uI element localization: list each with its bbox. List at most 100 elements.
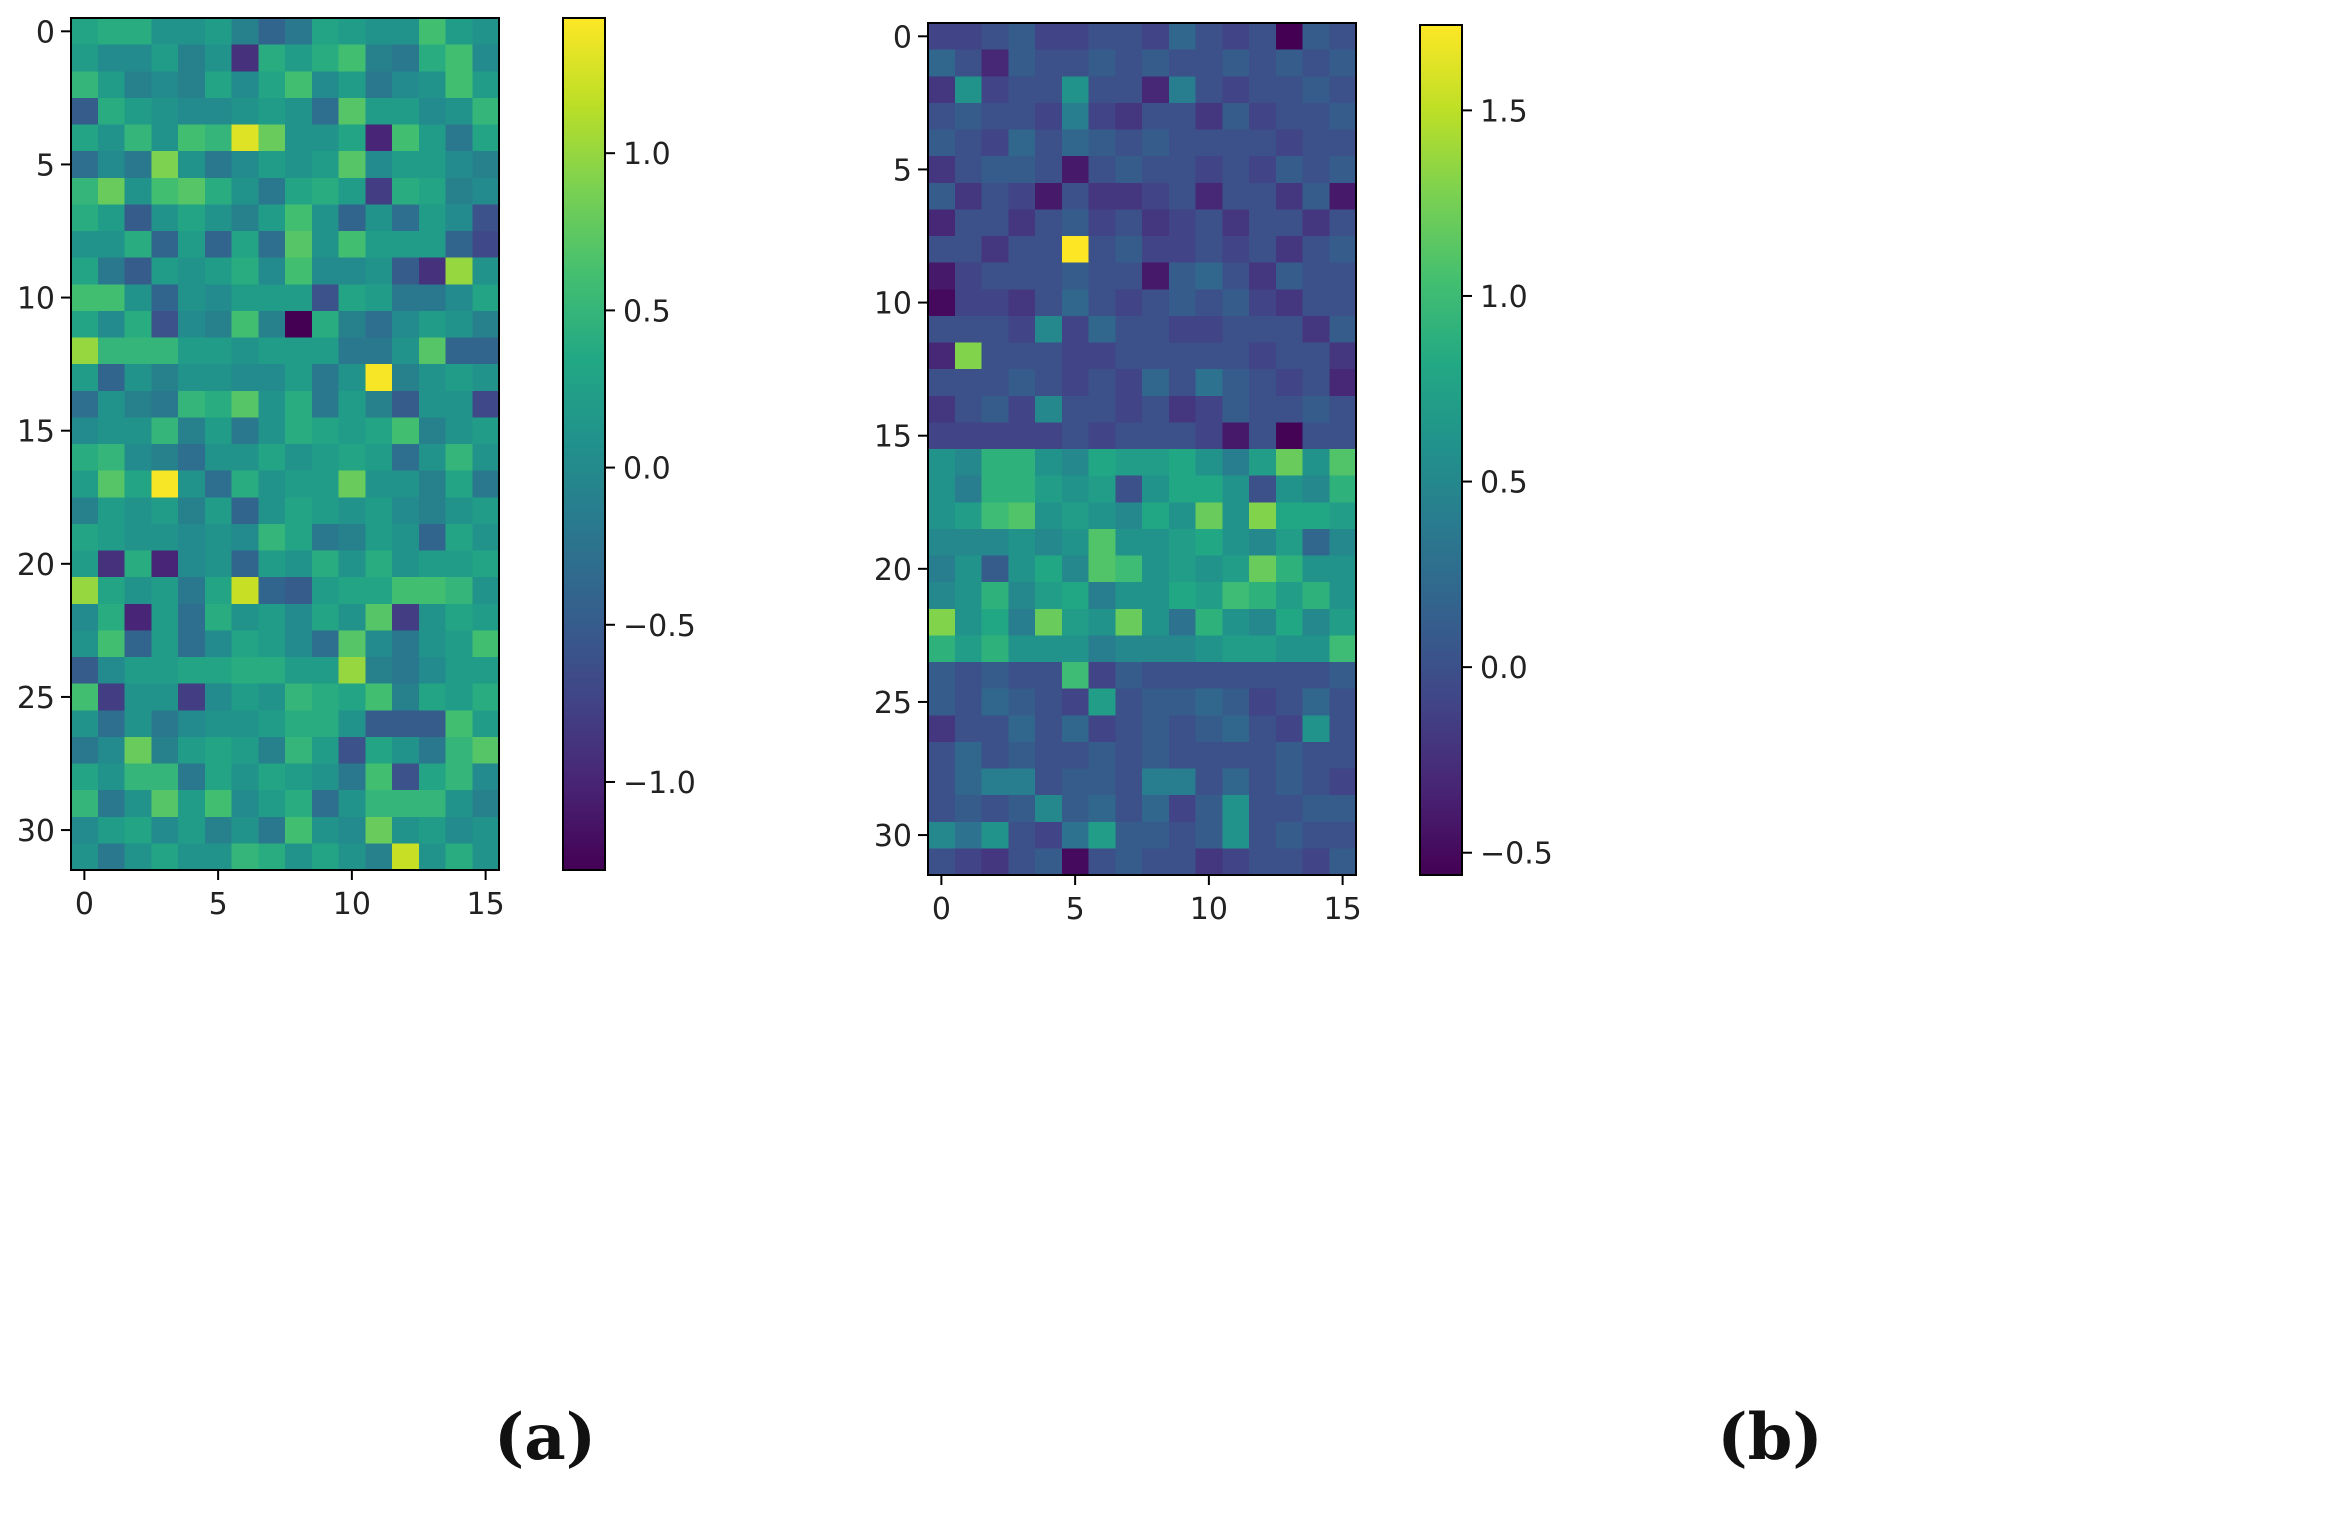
heatmap-cell [1088, 582, 1116, 610]
heatmap-cell [124, 816, 152, 844]
heatmap-cell [1008, 182, 1036, 210]
heatmap-cell [97, 603, 126, 631]
heatmap-cell [151, 44, 179, 72]
heatmap-cell [1115, 555, 1143, 583]
heatmap-cell [178, 497, 206, 525]
heatmap-cell [178, 816, 206, 844]
y-tick-label: 15 [874, 420, 912, 455]
heatmap-cell [954, 582, 983, 610]
heatmap-cell [204, 577, 233, 605]
heatmap-cell [1142, 182, 1170, 210]
heatmap-cell [151, 390, 179, 418]
heatmap-cell [1061, 848, 1090, 876]
heatmap-cell [204, 550, 233, 578]
heatmap-cell [124, 71, 152, 99]
heatmap-cell [258, 231, 286, 259]
heatmap-cell [258, 337, 286, 365]
heatmap-cell [472, 683, 500, 711]
heatmap-cell [981, 236, 1009, 264]
heatmap-cell [1088, 662, 1116, 690]
heatmap-cell [981, 821, 1009, 849]
heatmap-cell [124, 390, 152, 418]
heatmap-cell [204, 630, 233, 658]
y-tick-label: 30 [17, 814, 55, 849]
heatmap-cell [124, 284, 152, 312]
heatmap-cell [311, 310, 340, 339]
heatmap-cell [928, 129, 956, 157]
heatmap-cell [338, 177, 366, 205]
heatmap-cell [1088, 342, 1116, 370]
heatmap-cell [1142, 236, 1170, 264]
heatmap-cell [1088, 715, 1116, 743]
heatmap-cell [928, 156, 956, 184]
heatmap-cell [97, 44, 126, 72]
heatmap-cell [1088, 182, 1116, 210]
heatmap-cell [365, 497, 393, 525]
heatmap-cell [1249, 502, 1277, 530]
heatmap-cell [418, 843, 447, 871]
heatmap-cell [981, 262, 1009, 290]
heatmap-cell [204, 231, 233, 259]
heatmap-cell [1302, 795, 1330, 823]
heatmap-cell [392, 683, 420, 711]
heatmap-cell [1195, 129, 1223, 157]
heatmap-cell [1168, 23, 1197, 51]
heatmap-cell [418, 497, 447, 525]
heatmap-cell [1302, 449, 1330, 477]
heatmap-cell [338, 790, 366, 818]
heatmap-cell [365, 736, 393, 765]
heatmap-cell [1008, 395, 1036, 423]
heatmap-cell [1035, 49, 1063, 77]
heatmap-cell [392, 257, 420, 285]
heatmap-cell [392, 204, 420, 232]
heatmap-cell [285, 763, 313, 791]
heatmap-cell [151, 204, 179, 232]
heatmap-cell [1222, 475, 1250, 503]
heatmap-cell [97, 204, 126, 232]
heatmap-cell [1088, 635, 1116, 663]
y-tick-label: 0 [893, 20, 912, 55]
heatmap-cell [1302, 289, 1330, 317]
heatmap-cell [285, 630, 313, 658]
heatmap-cell [204, 683, 233, 711]
heatmap-cell [1088, 49, 1116, 77]
heatmap-cell [1168, 315, 1197, 344]
heatmap-cell [365, 231, 393, 259]
heatmap-cell [97, 577, 126, 605]
heatmap-cell [981, 555, 1009, 583]
heatmap-cell [311, 763, 340, 791]
heatmap-cell [151, 497, 179, 525]
heatmap-cell [1168, 156, 1197, 184]
heatmap-cell [445, 124, 473, 152]
heatmap-cell [124, 843, 152, 871]
heatmap-cell [151, 71, 179, 99]
heatmap-cell [981, 129, 1009, 157]
heatmap-cell [472, 364, 500, 392]
heatmap-cell [1142, 475, 1170, 503]
heatmap-cell [124, 231, 152, 259]
heatmap-cell [151, 310, 179, 339]
heatmap-cell [1329, 688, 1357, 716]
heatmap-cell [258, 44, 286, 72]
heatmap-cell [1329, 369, 1357, 397]
heatmap-cell [311, 550, 340, 578]
heatmap-cell [285, 523, 313, 552]
heatmap-cell [445, 177, 473, 205]
heatmap-cell [1061, 102, 1090, 131]
heatmap-cell [338, 18, 366, 46]
y-tick-label: 15 [17, 415, 55, 450]
heatmap-cell [311, 284, 340, 312]
heatmap-cell [285, 177, 313, 205]
heatmap-cell [338, 603, 366, 631]
heatmap-cell [178, 310, 206, 339]
heatmap-cell [97, 390, 126, 418]
heatmap-cell [71, 97, 99, 126]
heatmap-cell [285, 603, 313, 631]
heatmap-cell [1008, 23, 1036, 51]
heatmap-cell [472, 390, 500, 418]
heatmap-cell [1168, 608, 1197, 636]
heatmap-cell [1275, 23, 1304, 51]
heatmap-cell [338, 577, 366, 605]
heatmap-cell [1061, 502, 1090, 530]
heatmap-cell [1275, 768, 1304, 796]
